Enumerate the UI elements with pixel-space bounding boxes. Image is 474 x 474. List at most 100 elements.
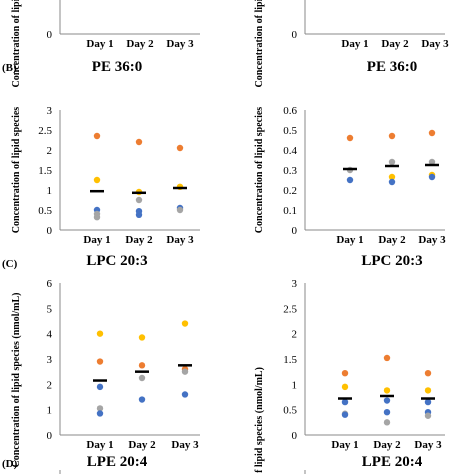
y-tick-label: 0.4: [283, 145, 297, 157]
y-tick-label: 1: [47, 405, 53, 417]
y-tick-label: 2.5: [38, 125, 52, 137]
y-tick-label: 0: [292, 225, 298, 237]
data-point: [135, 211, 143, 218]
data-point: [346, 134, 354, 142]
data-point: [96, 330, 104, 337]
y-tick-label: 5: [47, 303, 53, 315]
chart-title: LPC 20:3: [361, 253, 422, 269]
data-point: [93, 176, 101, 184]
data-point: [176, 144, 184, 152]
y-tick-label: 4: [47, 329, 53, 341]
x-tick-label: Day 2: [125, 234, 153, 246]
y-axis-label: Concentration of lipid species (nmol/mL): [254, 0, 265, 88]
y-tick-label: 1.5: [283, 354, 297, 366]
y-tick-label: 2: [47, 145, 53, 157]
y-tick-label: 0.5: [38, 205, 52, 217]
y-tick-label: 2.5: [283, 303, 297, 315]
data-point: [138, 362, 146, 369]
y-tick-label: 2: [292, 329, 298, 341]
y-axis-label: Concentration of lipid species (nmol/mL): [11, 293, 22, 468]
y-tick-label: 0: [47, 430, 53, 442]
x-tick-label: Day 3: [418, 234, 446, 246]
y-tick-label: 6: [47, 278, 53, 290]
data-point: [383, 409, 391, 416]
data-point: [93, 214, 101, 221]
data-point: [341, 383, 349, 391]
data-point: [138, 374, 146, 382]
x-tick-label: Day 1: [341, 38, 368, 50]
x-tick-label: Day 1: [336, 234, 363, 246]
chart-title: LPE 20:4: [87, 454, 148, 470]
data-point: [341, 369, 349, 377]
y-tick-label: 0.6: [283, 105, 297, 117]
x-tick-label: Day 1: [86, 38, 113, 50]
chart-title: LPC 20:3: [86, 253, 147, 269]
data-point: [96, 405, 104, 412]
y-tick-label: 0: [47, 225, 53, 237]
data-point: [424, 398, 432, 406]
x-tick-label: Day 3: [166, 234, 194, 246]
data-point: [428, 129, 436, 137]
data-point: [96, 383, 104, 391]
x-tick-label: Day 1: [331, 439, 358, 451]
data-point: [138, 396, 146, 403]
y-axis-label: f lipid species (nmol/mL): [254, 367, 265, 473]
data-point: [383, 397, 391, 404]
y-tick-label: 0.5: [283, 405, 297, 417]
y-tick-label: 2: [47, 379, 53, 391]
y-axis-label: Concentration of lipid species: [11, 107, 22, 233]
y-tick-label: 3: [47, 354, 53, 366]
data-point: [383, 354, 391, 362]
data-point: [135, 196, 143, 204]
chart-title: LPE 20:4: [362, 454, 423, 470]
chart-title: PE 36:0: [367, 59, 417, 75]
x-tick-label: Day 1: [83, 234, 110, 246]
data-point: [135, 138, 143, 146]
y-tick-label: 0.3: [283, 165, 297, 177]
x-tick-label: Day 2: [128, 439, 156, 451]
y-tick-label: 1: [292, 379, 298, 391]
data-point: [181, 320, 189, 327]
data-point: [341, 398, 349, 406]
data-point: [388, 158, 396, 166]
y-tick-label: 3: [292, 278, 298, 290]
x-tick-label: Day 1: [86, 439, 113, 451]
y-tick-label: 0.5: [283, 125, 297, 137]
data-point: [93, 132, 101, 140]
y-tick-label: 0.2: [283, 185, 297, 197]
y-tick-label: 0: [292, 430, 298, 442]
data-point: [388, 173, 396, 181]
data-point: [96, 358, 104, 365]
y-axis-label: Concentration of lipid species (nmol/mL): [11, 0, 22, 88]
x-tick-label: Day 2: [373, 439, 401, 451]
data-point: [428, 173, 436, 181]
y-tick-label: 0: [292, 29, 298, 41]
data-point: [181, 368, 189, 375]
data-point: [388, 132, 396, 140]
x-tick-label: Day 3: [414, 439, 442, 451]
data-point: [341, 411, 349, 418]
y-tick-label: 0.1: [283, 205, 297, 217]
x-tick-label: Day 2: [126, 38, 154, 50]
x-tick-label: Day 3: [166, 38, 194, 50]
data-point: [96, 410, 104, 417]
y-tick-label: 1: [47, 185, 53, 197]
x-tick-label: Day 2: [381, 38, 409, 50]
panel-label: (D): [2, 458, 18, 470]
chart-title: PE 36:0: [92, 59, 142, 75]
data-point: [176, 206, 184, 214]
data-point: [424, 412, 432, 419]
x-tick-label: Day 3: [171, 439, 199, 451]
data-point: [383, 387, 391, 394]
panel-label: (B): [2, 62, 17, 74]
panel-label: (C): [2, 258, 18, 270]
x-tick-label: Day 3: [421, 38, 449, 50]
y-tick-label: 1.5: [38, 165, 52, 177]
x-tick-label: Day 2: [378, 234, 406, 246]
data-point: [138, 334, 146, 341]
data-point: [383, 419, 391, 426]
data-point: [181, 391, 189, 398]
data-point: [424, 387, 432, 394]
data-point: [388, 178, 396, 186]
